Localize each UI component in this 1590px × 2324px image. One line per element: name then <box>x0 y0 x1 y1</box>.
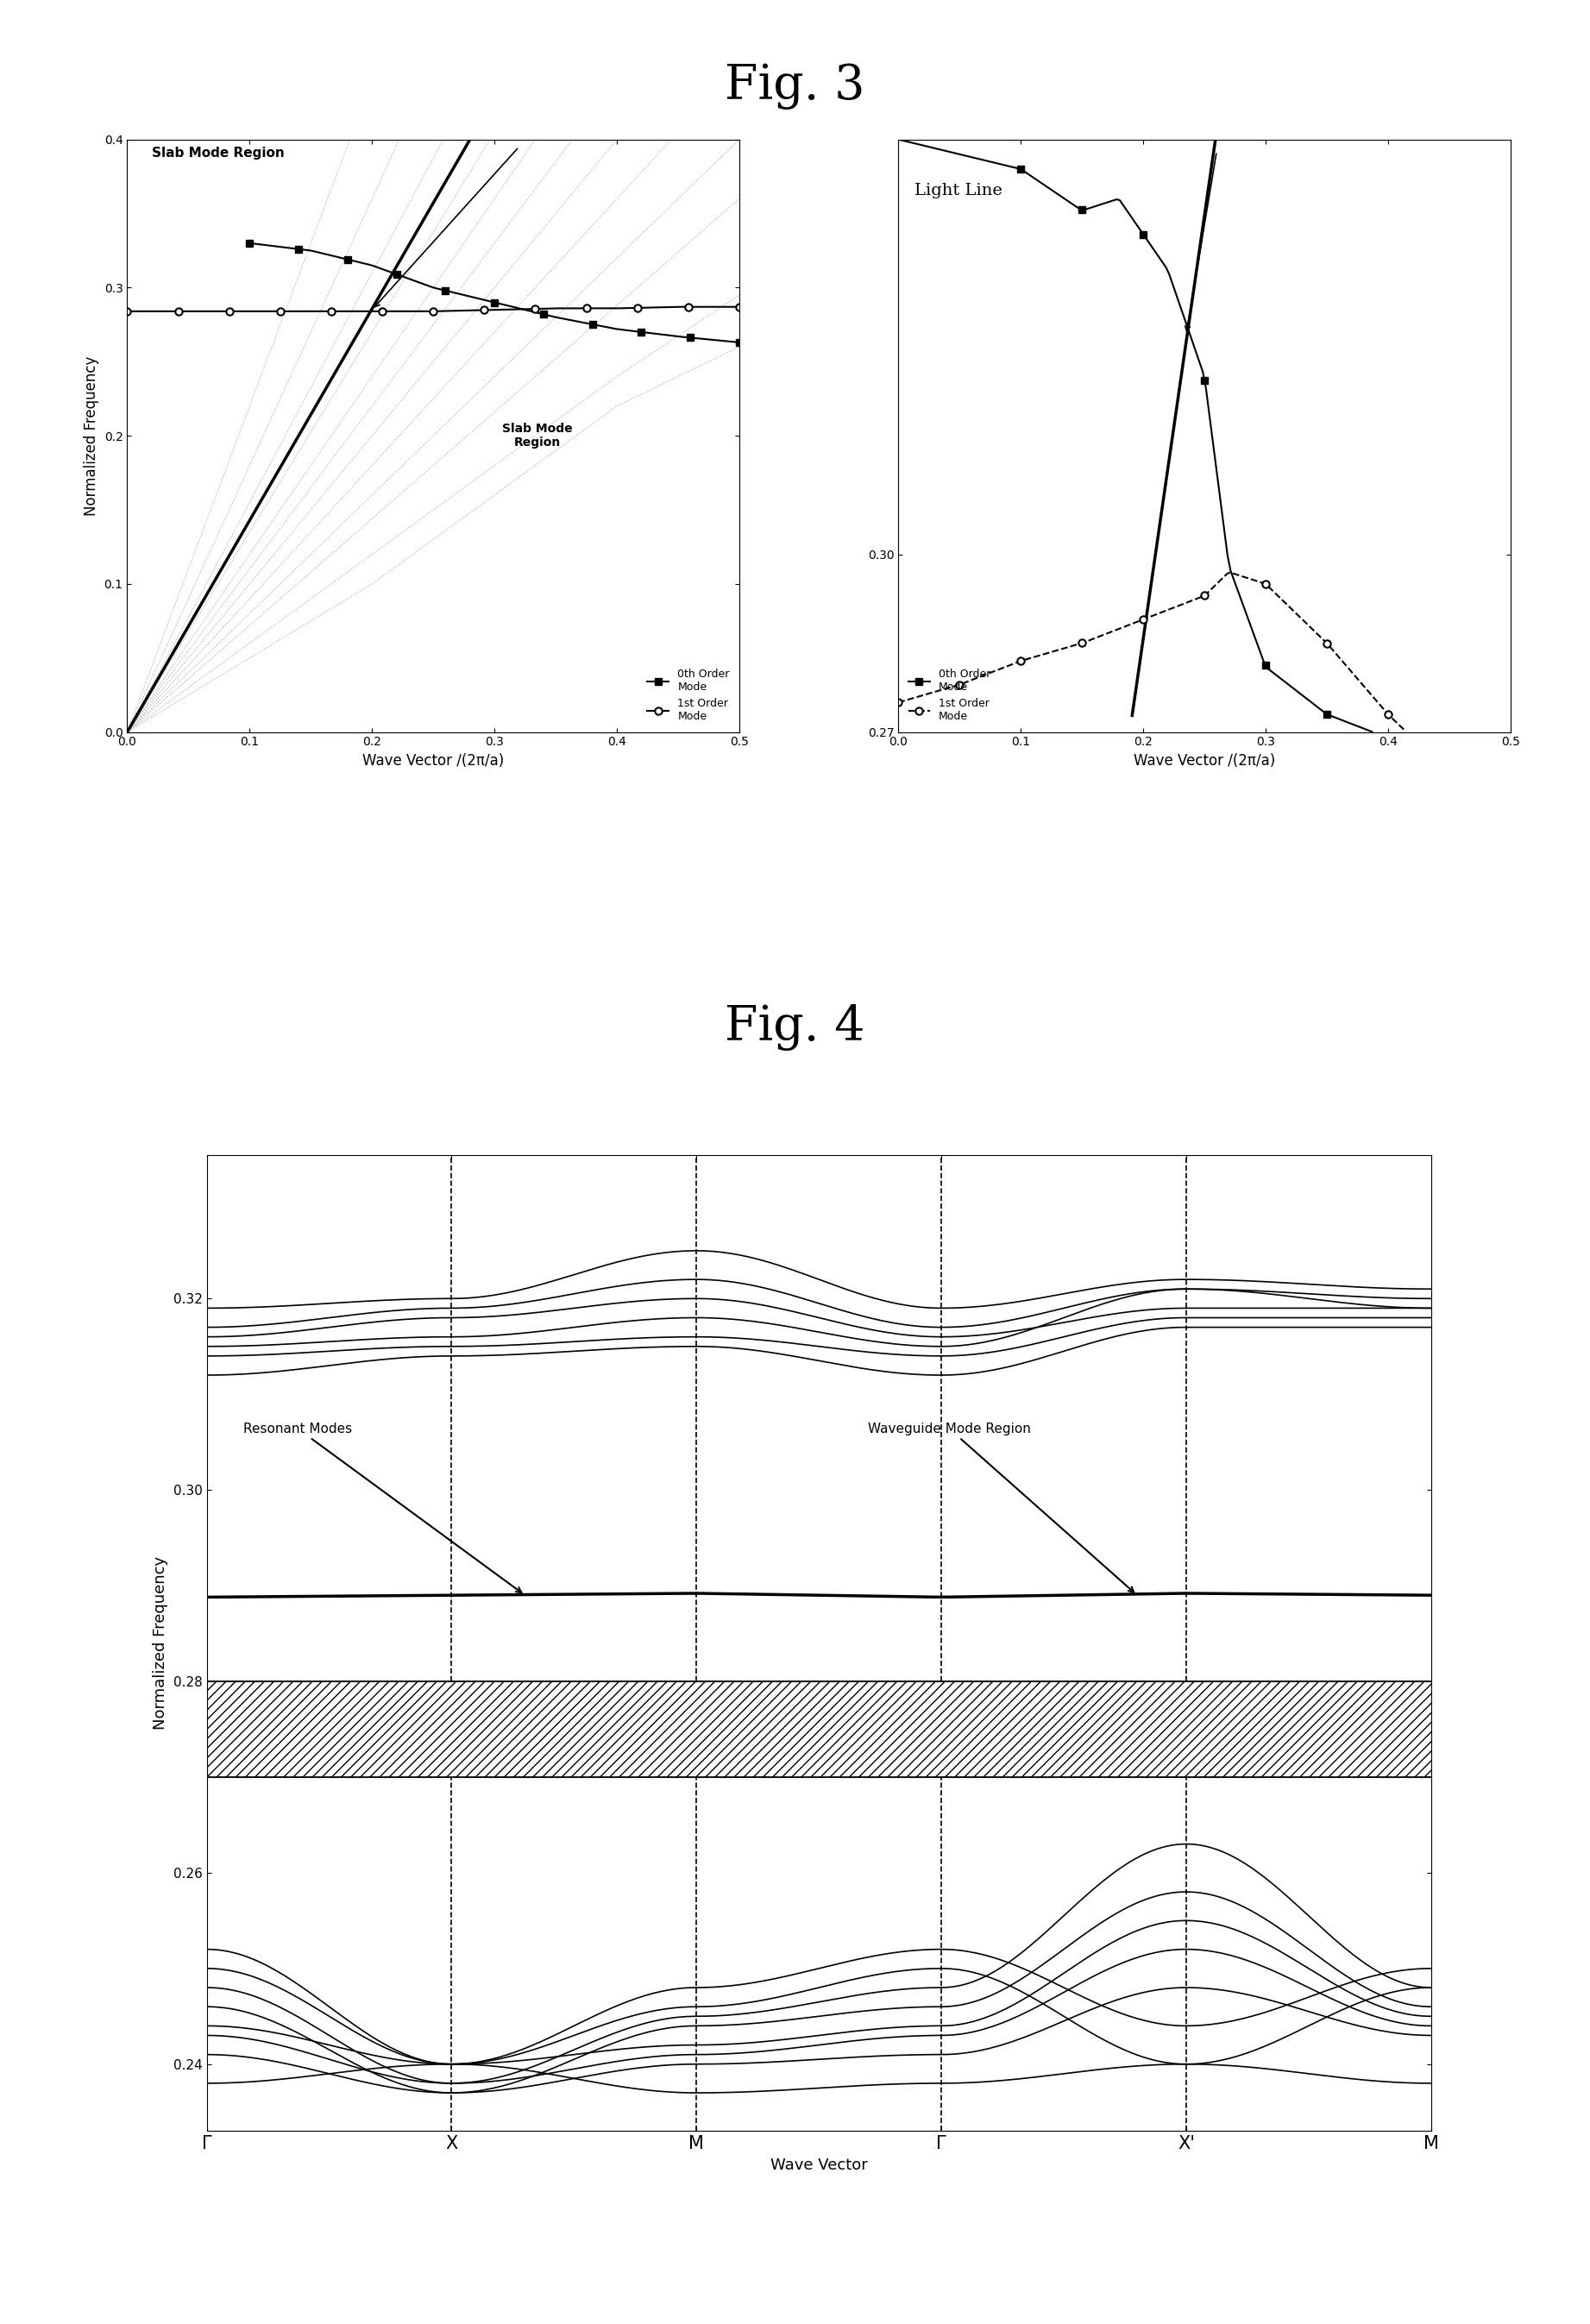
X-axis label: Wave Vector: Wave Vector <box>770 2157 868 2173</box>
Text: Slab Mode
Region: Slab Mode Region <box>502 423 572 449</box>
Text: Resonant Modes: Resonant Modes <box>243 1422 522 1592</box>
Text: Slab Mode Region: Slab Mode Region <box>151 146 285 160</box>
Y-axis label: Normalized Frequency: Normalized Frequency <box>153 1557 169 1729</box>
Legend: 0th Order
Mode, 1st Order
Mode: 0th Order Mode, 1st Order Mode <box>903 665 995 727</box>
Text: Fig. 4: Fig. 4 <box>725 1004 865 1050</box>
Legend: 0th Order
Mode, 1st Order
Mode: 0th Order Mode, 1st Order Mode <box>642 665 735 727</box>
Text: Waveguide Mode Region: Waveguide Mode Region <box>868 1422 1134 1592</box>
X-axis label: Wave Vector /(2π/a): Wave Vector /(2π/a) <box>1134 753 1275 769</box>
X-axis label: Wave Vector /(2π/a): Wave Vector /(2π/a) <box>363 753 504 769</box>
Y-axis label: Normalized Frequency: Normalized Frequency <box>84 356 99 516</box>
Text: Fig. 3: Fig. 3 <box>725 63 865 109</box>
Text: Light Line: Light Line <box>914 184 1002 198</box>
